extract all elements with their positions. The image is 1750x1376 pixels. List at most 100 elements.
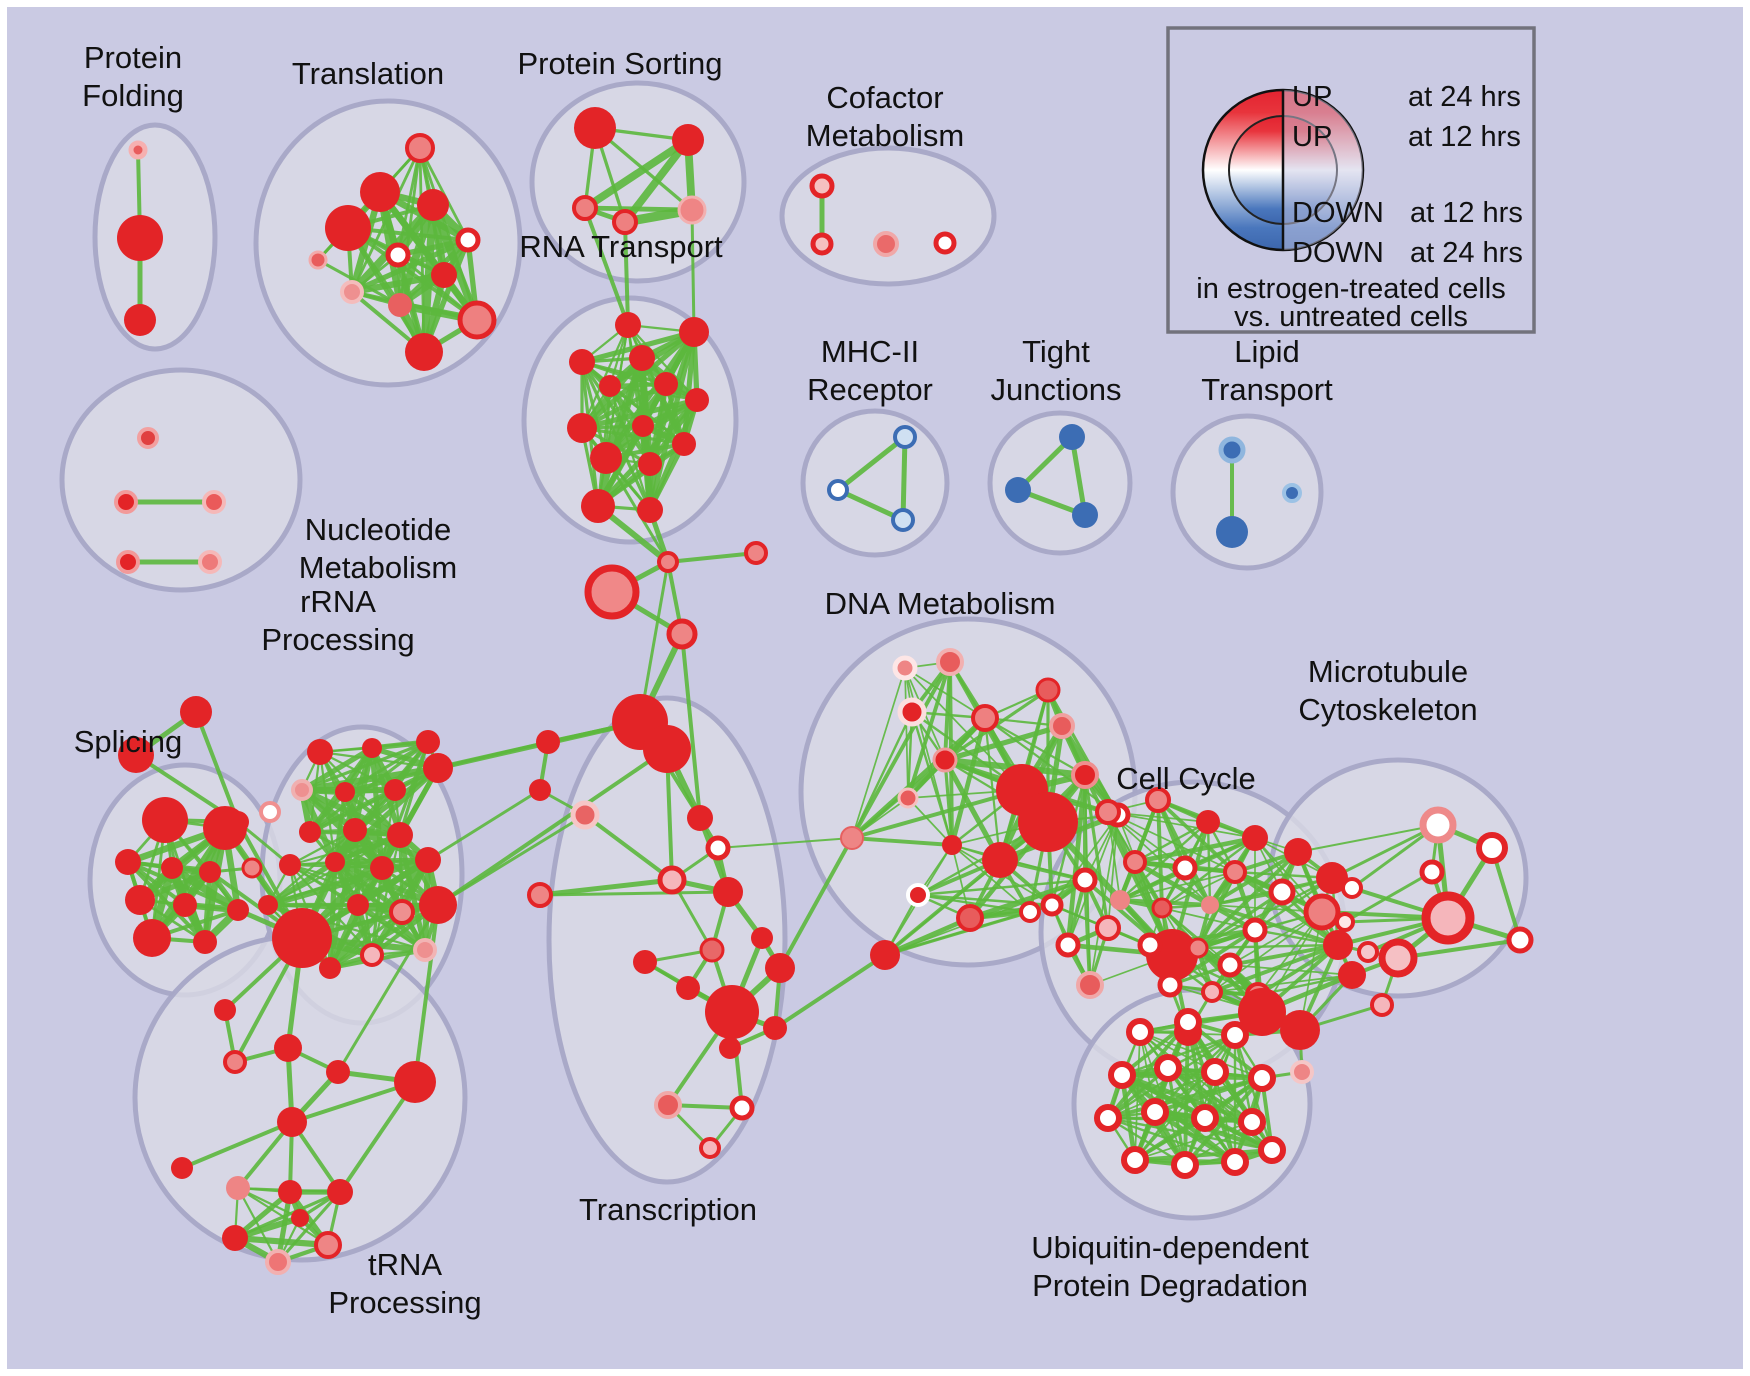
node-nm1[interactable] bbox=[137, 427, 159, 449]
node-r22[interactable] bbox=[360, 943, 384, 967]
node-tj3[interactable] bbox=[1072, 502, 1098, 528]
node-d23[interactable] bbox=[936, 648, 964, 676]
node-sp8[interactable] bbox=[133, 919, 171, 957]
node-tx14[interactable] bbox=[729, 1095, 755, 1121]
node-c7[interactable] bbox=[1123, 850, 1147, 874]
node-d24[interactable] bbox=[1035, 677, 1061, 703]
node-c18[interactable] bbox=[1187, 937, 1209, 959]
node-u13[interactable] bbox=[1171, 1151, 1199, 1179]
node-r13[interactable] bbox=[325, 852, 345, 872]
node-sp3[interactable] bbox=[115, 849, 141, 875]
node-rt8[interactable] bbox=[567, 413, 597, 443]
node-tn5[interactable] bbox=[394, 1061, 436, 1103]
node-m5[interactable] bbox=[1506, 926, 1534, 954]
node-tx1[interactable] bbox=[687, 805, 713, 831]
node-m4[interactable] bbox=[1421, 891, 1475, 945]
node-t11[interactable] bbox=[405, 333, 443, 371]
node-lt3[interactable] bbox=[1282, 483, 1302, 503]
node-sp2[interactable] bbox=[203, 806, 247, 850]
node-c13[interactable] bbox=[1151, 897, 1173, 919]
node-u9[interactable] bbox=[1141, 1098, 1169, 1126]
node-r20[interactable] bbox=[389, 899, 415, 925]
node-u5[interactable] bbox=[1154, 1054, 1182, 1082]
node-hub2[interactable] bbox=[643, 725, 691, 773]
node-mh1[interactable] bbox=[893, 425, 917, 449]
node-tn6[interactable] bbox=[277, 1107, 307, 1137]
node-r2[interactable] bbox=[362, 738, 382, 758]
node-m1[interactable] bbox=[1419, 806, 1457, 844]
node-d13[interactable] bbox=[906, 883, 930, 907]
node-c14[interactable] bbox=[1201, 896, 1219, 914]
node-c9[interactable] bbox=[1223, 860, 1247, 884]
node-ph2[interactable] bbox=[570, 800, 600, 830]
node-t8[interactable] bbox=[340, 280, 364, 304]
node-d10[interactable] bbox=[982, 842, 1018, 878]
node-c6[interactable] bbox=[1316, 862, 1348, 894]
node-tx2[interactable] bbox=[705, 835, 731, 861]
node-tx13[interactable] bbox=[654, 1091, 682, 1119]
node-t12[interactable] bbox=[308, 250, 328, 270]
node-t1[interactable] bbox=[405, 133, 435, 163]
node-r21[interactable] bbox=[319, 957, 341, 979]
node-rt1[interactable] bbox=[615, 312, 641, 338]
node-d3[interactable] bbox=[1049, 713, 1075, 739]
node-d15[interactable] bbox=[1019, 901, 1041, 923]
node-c4[interactable] bbox=[1242, 825, 1268, 851]
node-rt3[interactable] bbox=[569, 349, 595, 375]
node-d20[interactable] bbox=[1095, 915, 1121, 941]
node-r9[interactable] bbox=[299, 821, 321, 843]
node-r1[interactable] bbox=[307, 739, 333, 765]
node-ps5[interactable] bbox=[677, 195, 707, 225]
node-h5[interactable] bbox=[314, 1231, 342, 1259]
node-sp4[interactable] bbox=[161, 857, 183, 879]
node-wn3[interactable] bbox=[1357, 941, 1379, 963]
node-m6[interactable] bbox=[1378, 938, 1418, 978]
node-pf2[interactable] bbox=[117, 215, 163, 261]
node-tx4[interactable] bbox=[713, 877, 743, 907]
node-r3[interactable] bbox=[416, 730, 440, 754]
node-sp11[interactable] bbox=[241, 857, 263, 879]
node-r10[interactable] bbox=[343, 818, 367, 842]
node-t7[interactable] bbox=[431, 262, 457, 288]
node-d18[interactable] bbox=[1040, 893, 1064, 917]
node-p2[interactable] bbox=[666, 618, 698, 650]
node-d2[interactable] bbox=[971, 704, 999, 732]
node-d16[interactable] bbox=[870, 940, 900, 970]
node-rt7[interactable] bbox=[685, 388, 709, 412]
node-tx11[interactable] bbox=[719, 1037, 741, 1059]
node-tn4[interactable] bbox=[326, 1060, 350, 1084]
node-c2[interactable] bbox=[1145, 787, 1171, 813]
node-ps2[interactable] bbox=[672, 124, 704, 156]
node-d14[interactable] bbox=[956, 904, 984, 932]
node-u15[interactable] bbox=[1258, 1136, 1286, 1164]
node-d22[interactable] bbox=[892, 655, 918, 681]
node-u8[interactable] bbox=[1094, 1104, 1122, 1132]
node-r6[interactable] bbox=[335, 782, 355, 802]
node-t10[interactable] bbox=[457, 300, 497, 340]
node-lp1[interactable] bbox=[527, 882, 553, 908]
node-u4[interactable] bbox=[1108, 1061, 1136, 1089]
node-d12[interactable] bbox=[840, 826, 864, 850]
node-d17[interactable] bbox=[1072, 867, 1098, 893]
node-r23[interactable] bbox=[413, 938, 437, 962]
node-r15[interactable] bbox=[415, 847, 441, 873]
node-rt11[interactable] bbox=[590, 442, 622, 474]
node-pf3[interactable] bbox=[124, 304, 156, 336]
node-rt6[interactable] bbox=[599, 375, 621, 397]
node-t3[interactable] bbox=[325, 205, 371, 251]
node-u11[interactable] bbox=[1238, 1108, 1266, 1136]
node-d21[interactable] bbox=[1076, 971, 1104, 999]
node-rt2[interactable] bbox=[679, 317, 709, 347]
node-tg1[interactable] bbox=[180, 696, 212, 728]
node-wn2[interactable] bbox=[1335, 912, 1355, 932]
node-c19[interactable] bbox=[1217, 952, 1243, 978]
node-sp1[interactable] bbox=[142, 797, 188, 843]
node-c17[interactable] bbox=[1137, 932, 1163, 958]
node-ri[interactable] bbox=[744, 541, 768, 565]
node-r8[interactable] bbox=[423, 753, 453, 783]
node-c25[interactable] bbox=[1338, 961, 1366, 989]
node-h3[interactable] bbox=[327, 1179, 353, 1205]
node-mh3[interactable] bbox=[891, 508, 915, 532]
node-c10[interactable] bbox=[1268, 878, 1296, 906]
node-u6[interactable] bbox=[1201, 1058, 1229, 1086]
